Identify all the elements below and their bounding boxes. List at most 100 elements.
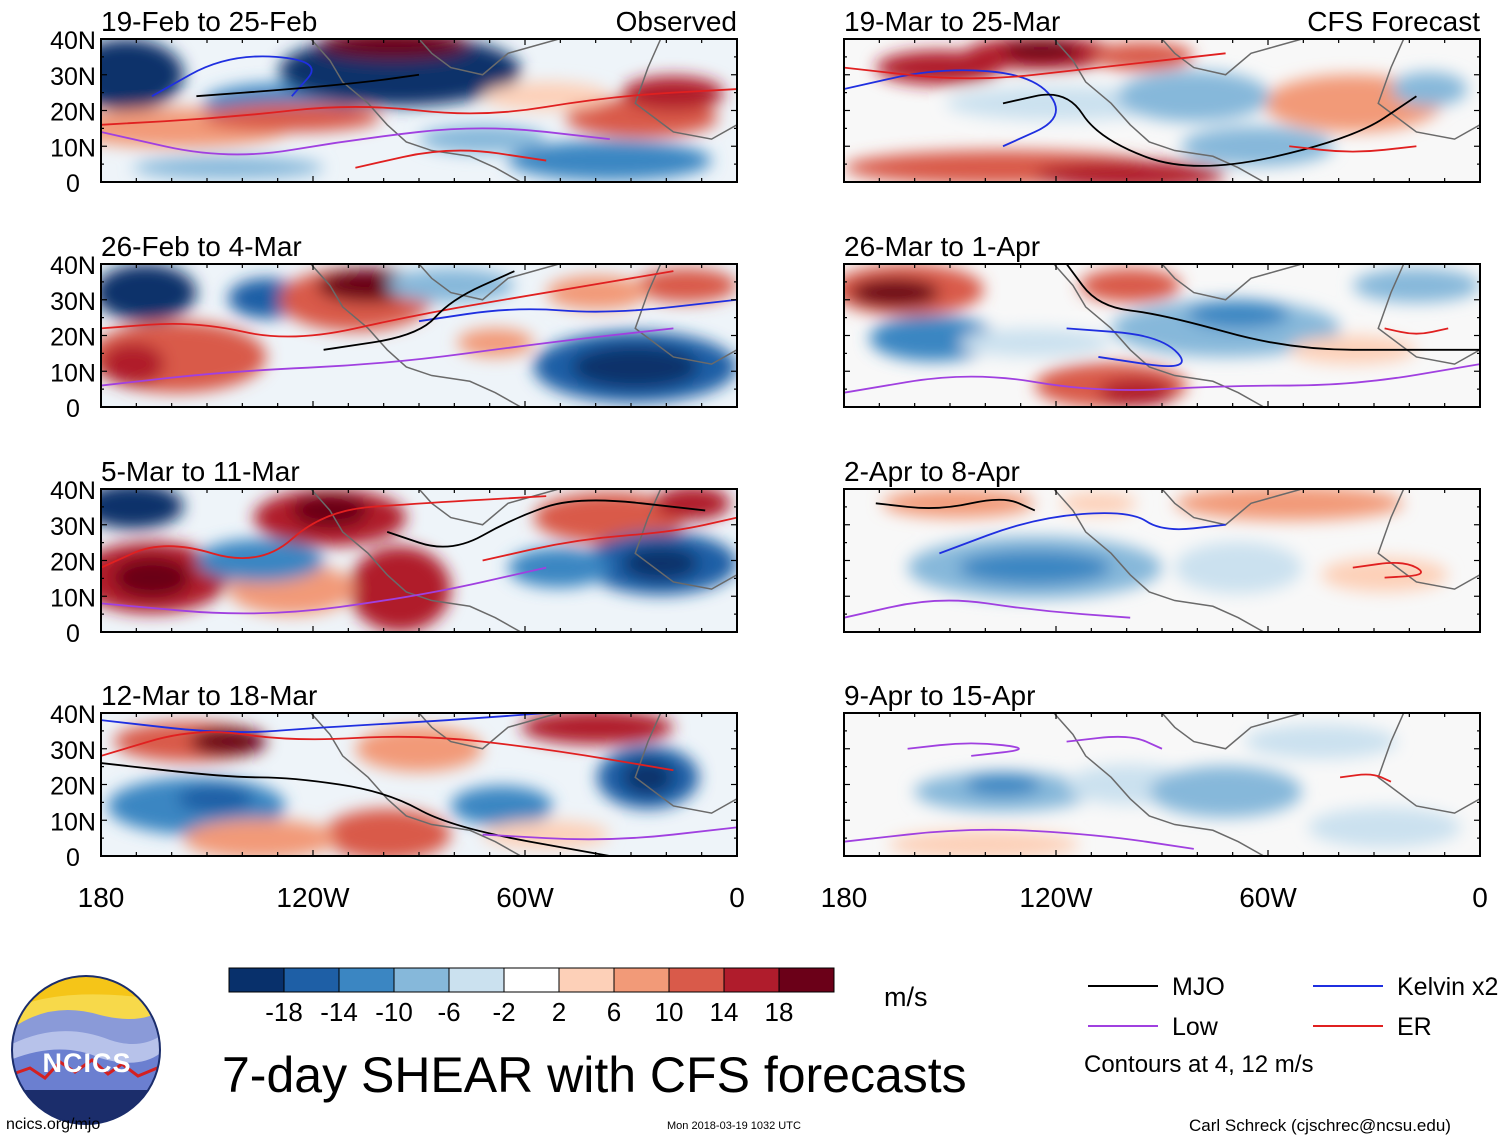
coastline — [418, 264, 560, 301]
lat-tick-label: 10N — [50, 808, 96, 836]
legend-label: MJO — [1172, 973, 1225, 1001]
panel-forecast-3: 9-Apr to 15-Apr — [843, 680, 1481, 857]
contour-line — [1352, 562, 1422, 579]
lat-tick-label: 0 — [66, 844, 80, 872]
shear-anomaly-blob — [1244, 724, 1398, 759]
footer-author: Carl Schreck (cjschrec@ncsu.edu) — [1189, 1116, 1451, 1135]
panel-forecast-2: 2-Apr to 8-Apr — [843, 456, 1481, 633]
coastline — [634, 713, 737, 814]
panel-observed-3: 40N 30N 20N 10N 0 12-Mar to 18-Mar — [50, 680, 738, 872]
lat-tick-label: 40N — [50, 477, 96, 505]
contour-line — [482, 516, 737, 562]
lon-tick-label: 0 — [729, 882, 745, 913]
shear-field — [101, 489, 737, 632]
shear-anomaly-blob — [196, 539, 324, 582]
shear-anomaly-blob — [317, 39, 470, 60]
legend-item-er: ER — [1313, 1013, 1432, 1041]
shear-field — [844, 39, 1480, 182]
lat-tick-label: 10N — [50, 134, 96, 162]
colorbar-swatch — [283, 967, 340, 993]
shear-anomaly-blob — [450, 785, 553, 826]
column-header: Observed — [616, 6, 737, 37]
colorbar-swatch — [558, 967, 615, 993]
contour-line — [844, 52, 1226, 80]
contour-line — [1289, 145, 1417, 153]
coastline — [634, 264, 737, 365]
shear-anomaly-blob — [349, 546, 451, 632]
lon-tick-label: 120W — [1019, 882, 1093, 913]
shear-anomaly-blob — [635, 268, 737, 303]
legend-label: Kelvin x2 — [1397, 973, 1498, 1001]
shear-anomaly-blob — [419, 124, 547, 154]
shear-anomaly-blob — [387, 268, 515, 303]
colorbar-swatch — [448, 967, 505, 993]
shear-anomaly-blob — [101, 489, 184, 530]
contour-line — [151, 55, 313, 97]
coastline — [1377, 489, 1480, 590]
colorbar-level-label: -6 — [437, 997, 460, 1027]
footer-website[interactable]: ncics.org/mjo — [6, 1116, 101, 1133]
legend-item-kelvin-x2: Kelvin x2 — [1313, 973, 1498, 1001]
lat-tick-label: 30N — [50, 288, 96, 316]
coastline — [310, 489, 522, 632]
shear-field — [844, 264, 1480, 407]
colorbar-units: m/s — [884, 982, 928, 1012]
shear-field — [101, 713, 737, 856]
contour-line — [355, 149, 547, 169]
colorbar-swatch — [503, 967, 560, 993]
lon-tick-label: 180 — [78, 882, 125, 913]
shear-field — [844, 489, 1480, 632]
contour-line — [418, 298, 737, 323]
lat-tick-label: 40N — [50, 27, 96, 55]
panel-observed-0: 40N 30N 20N 10N 0 19-Feb to 25-Feb Observed — [50, 6, 738, 198]
contour-line — [1339, 773, 1392, 783]
shear-anomaly-blob — [482, 820, 610, 849]
contour-line — [101, 327, 674, 387]
shear-anomaly-blob — [882, 489, 1035, 518]
contour-line — [101, 270, 674, 338]
colorbar-swatch — [228, 967, 285, 993]
panel-forecast-0: 19-Mar to 25-Mar CFS Forecast — [843, 6, 1481, 183]
contour-line — [482, 826, 737, 841]
shear-anomaly-blob — [508, 547, 610, 588]
shear-anomaly-blob — [457, 328, 534, 357]
shear-anomaly-blob — [1308, 807, 1461, 848]
contour-line — [1066, 327, 1183, 368]
footer-timestamp: Mon 2018-03-19 1032 UTC — [667, 1120, 801, 1132]
lat-tick-label: 0 — [66, 395, 80, 423]
coastline — [310, 713, 522, 856]
coastline — [1377, 713, 1480, 814]
shear-anomaly-blob — [355, 725, 483, 772]
panel-observed-1: 40N 30N 20N 10N 0 26-Feb to 4-Mar — [50, 231, 738, 423]
shear-anomaly-blob — [1092, 41, 1194, 71]
shear-anomaly-blob — [869, 315, 997, 362]
shear-anomaly-blob — [1174, 541, 1302, 594]
shear-anomaly-blob — [945, 86, 1175, 121]
panel-period-label: 5-Mar to 11-Mar — [101, 456, 300, 487]
contour-line — [101, 495, 547, 569]
contour-line — [844, 363, 1480, 394]
shear-anomaly-blob — [964, 773, 1042, 796]
contour-note: Contours at 4, 12 m/s — [1084, 1051, 1314, 1078]
legend-label: Low — [1172, 1013, 1219, 1041]
lon-tick-label: 60W — [1239, 882, 1297, 913]
shear-anomaly-blob — [101, 39, 184, 111]
shear-anomaly-blob — [958, 328, 1112, 357]
lat-tick-label: 0 — [66, 170, 80, 198]
lat-tick-label: 20N — [50, 324, 96, 352]
colorbar-level-label: 6 — [607, 997, 621, 1027]
colorbar-level-label: 10 — [655, 997, 684, 1027]
lat-tick-label: 10N — [50, 359, 96, 387]
lon-tick-label: 0 — [1472, 882, 1488, 913]
shear-anomaly-blob — [1321, 557, 1449, 592]
panel-period-label: 12-Mar to 18-Mar — [101, 680, 317, 711]
shear-anomaly-blob — [1352, 268, 1480, 303]
shear-anomaly-blob — [177, 784, 254, 814]
colorbar-level-label: -2 — [492, 997, 515, 1027]
contour-line — [1384, 327, 1449, 335]
legend-item-mjo: MJO — [1088, 973, 1225, 1001]
colorbar-level-label: -14 — [320, 997, 358, 1027]
colorbar-level-label: 2 — [552, 997, 566, 1027]
coastline — [1053, 39, 1265, 182]
